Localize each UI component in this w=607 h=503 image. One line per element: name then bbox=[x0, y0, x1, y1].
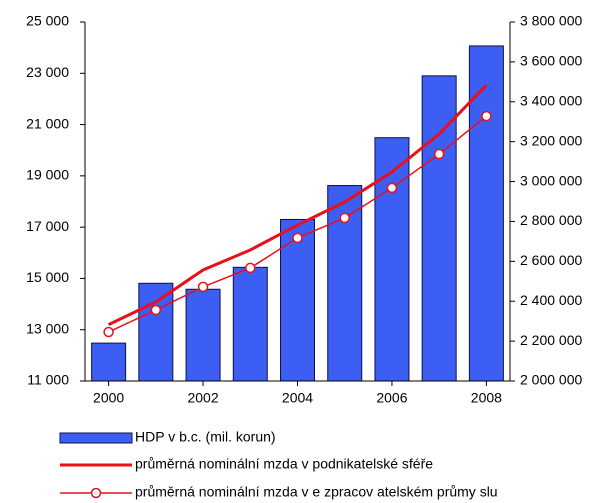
y2-tick-label: 3 200 000 bbox=[520, 132, 582, 148]
bar bbox=[280, 218, 315, 382]
bar bbox=[138, 282, 174, 382]
bar bbox=[421, 75, 457, 382]
y-tick-label: 25 000 bbox=[26, 13, 69, 29]
legend-swatch bbox=[59, 432, 133, 444]
y2-tick-label: 3 000 000 bbox=[520, 172, 582, 188]
line bbox=[107, 84, 488, 326]
marker bbox=[150, 304, 162, 316]
x-tick-label: 2002 bbox=[187, 390, 218, 406]
y2-tick-label: 3 600 000 bbox=[520, 53, 582, 69]
marker bbox=[245, 262, 256, 274]
y2-tick-label: 2 000 000 bbox=[520, 372, 582, 388]
y-tick-label: 13 000 bbox=[26, 320, 69, 336]
y2-tick-label: 2 600 000 bbox=[520, 252, 582, 268]
y2-tick-label: 3 800 000 bbox=[520, 13, 582, 29]
x-tick-label: 2004 bbox=[282, 390, 313, 406]
y-tick-label: 19 000 bbox=[26, 167, 69, 183]
marker bbox=[433, 148, 445, 160]
y2-tick-label: 3 400 000 bbox=[520, 92, 582, 108]
bar bbox=[91, 342, 127, 382]
legend-label: průměrná nominální mzda v podnikatelské … bbox=[135, 456, 433, 472]
x-tick-label: 2000 bbox=[93, 390, 124, 406]
bar bbox=[468, 45, 504, 382]
marker bbox=[339, 212, 350, 224]
y-tick-label: 21 000 bbox=[26, 115, 69, 131]
x-tick-label: 2008 bbox=[471, 390, 502, 406]
legend-label: průměrná nominální mzda v e zpracov atel… bbox=[135, 484, 498, 500]
bar bbox=[374, 137, 410, 382]
legend-label: HDP v b.c. (mil. korun) bbox=[135, 429, 276, 445]
y-tick-label: 15 000 bbox=[26, 269, 69, 285]
marker bbox=[481, 110, 492, 122]
marker bbox=[292, 232, 303, 244]
y-tick-label: 17 000 bbox=[26, 218, 69, 234]
legend-marker bbox=[90, 487, 102, 499]
y2-tick-label: 2 400 000 bbox=[520, 292, 582, 308]
marker bbox=[197, 281, 209, 293]
y2-tick-label: 2 800 000 bbox=[520, 212, 582, 228]
y2-tick-label: 2 200 000 bbox=[520, 332, 582, 348]
y-tick-label: 23 000 bbox=[26, 64, 69, 80]
x-tick-label: 2006 bbox=[376, 390, 407, 406]
bar bbox=[232, 266, 268, 382]
y-tick-label: 11 000 bbox=[27, 372, 69, 388]
marker bbox=[103, 326, 114, 338]
marker bbox=[386, 182, 398, 194]
bar bbox=[185, 288, 221, 382]
